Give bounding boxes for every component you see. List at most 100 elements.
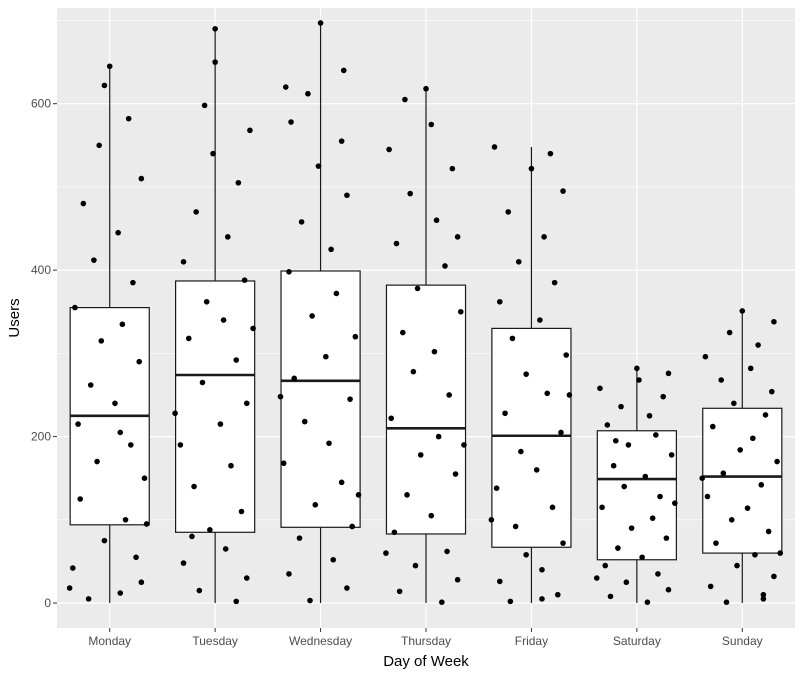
data-point <box>551 279 558 286</box>
data-point <box>728 517 735 523</box>
data-point <box>431 348 438 355</box>
y-tick-label: 600 <box>31 97 51 111</box>
data-point <box>623 579 630 586</box>
data-point <box>493 485 500 491</box>
data-point <box>106 63 113 70</box>
x-tick-label: Saturday <box>613 634 661 648</box>
data-point <box>296 535 303 541</box>
data-point <box>235 179 242 186</box>
data-point <box>228 462 234 469</box>
data-point <box>491 144 498 150</box>
data-point <box>707 583 714 590</box>
data-point <box>765 528 772 535</box>
data-point <box>344 585 350 591</box>
data-point <box>243 575 250 581</box>
data-point <box>649 515 656 521</box>
data-point <box>713 540 719 546</box>
data-point <box>702 353 709 360</box>
data-point <box>77 496 83 502</box>
data-point <box>323 353 329 360</box>
data-point <box>317 20 324 26</box>
data-point <box>518 448 524 455</box>
data-point <box>739 308 746 314</box>
data-point <box>340 67 347 74</box>
data-point <box>115 229 121 236</box>
box-iqr <box>596 430 677 561</box>
box-iqr <box>491 327 572 548</box>
data-point <box>119 321 126 328</box>
data-point <box>544 390 551 397</box>
data-point <box>423 85 429 92</box>
data-point <box>549 504 556 511</box>
data-point <box>497 298 503 305</box>
data-point <box>388 415 395 422</box>
x-tick-label: Wednesday <box>289 634 352 648</box>
data-point <box>646 412 653 419</box>
data-point <box>433 217 440 224</box>
data-point <box>210 150 216 157</box>
data-point <box>636 377 642 383</box>
data-point <box>599 504 605 511</box>
data-point <box>383 550 389 556</box>
data-point <box>777 550 784 556</box>
data-point <box>505 209 512 215</box>
data-point <box>288 119 294 125</box>
data-point <box>233 357 240 363</box>
data-point <box>593 575 600 581</box>
data-point <box>122 517 129 523</box>
data-point <box>699 475 706 482</box>
y-tick-label: 400 <box>31 263 51 277</box>
data-point <box>442 263 448 269</box>
data-point <box>428 512 435 519</box>
data-point <box>509 335 516 342</box>
data-point <box>307 597 313 604</box>
data-point <box>191 483 197 490</box>
data-point <box>404 492 410 498</box>
data-point <box>750 435 756 442</box>
data-point <box>602 562 609 569</box>
data-point <box>298 219 305 225</box>
data-point <box>407 190 413 197</box>
data-point <box>238 508 245 515</box>
data-point <box>554 591 561 598</box>
data-point <box>143 521 150 527</box>
data-point <box>414 285 421 292</box>
data-point <box>612 437 619 444</box>
data-point <box>333 290 340 297</box>
data-point <box>75 421 81 427</box>
data-point <box>117 429 124 436</box>
data-point <box>217 421 224 427</box>
data-point <box>607 593 614 600</box>
data-point <box>452 471 459 477</box>
box-iqr <box>175 280 256 533</box>
data-point <box>347 396 353 402</box>
data-point <box>435 433 442 440</box>
data-point <box>668 452 675 458</box>
data-point <box>566 392 573 398</box>
data-point <box>769 388 775 395</box>
data-point <box>352 333 359 340</box>
data-point <box>70 565 76 571</box>
data-point <box>449 165 456 172</box>
jittered-points <box>66 20 784 606</box>
data-point <box>66 585 73 591</box>
x-tick-label: Monday <box>88 634 131 648</box>
data-point <box>539 596 545 602</box>
data-point <box>760 596 767 602</box>
data-point <box>734 562 740 569</box>
data-point <box>618 403 624 410</box>
data-point <box>138 579 145 586</box>
data-point <box>665 586 672 593</box>
data-point <box>87 382 94 388</box>
data-point <box>731 400 737 407</box>
data-point <box>393 240 400 247</box>
data-point <box>709 423 716 430</box>
data-point <box>125 115 132 122</box>
data-point <box>672 500 678 506</box>
data-point <box>512 523 519 530</box>
data-point <box>774 458 780 465</box>
data-point <box>391 529 398 536</box>
data-point <box>138 175 145 182</box>
data-point <box>628 525 635 531</box>
data-point <box>282 84 289 90</box>
